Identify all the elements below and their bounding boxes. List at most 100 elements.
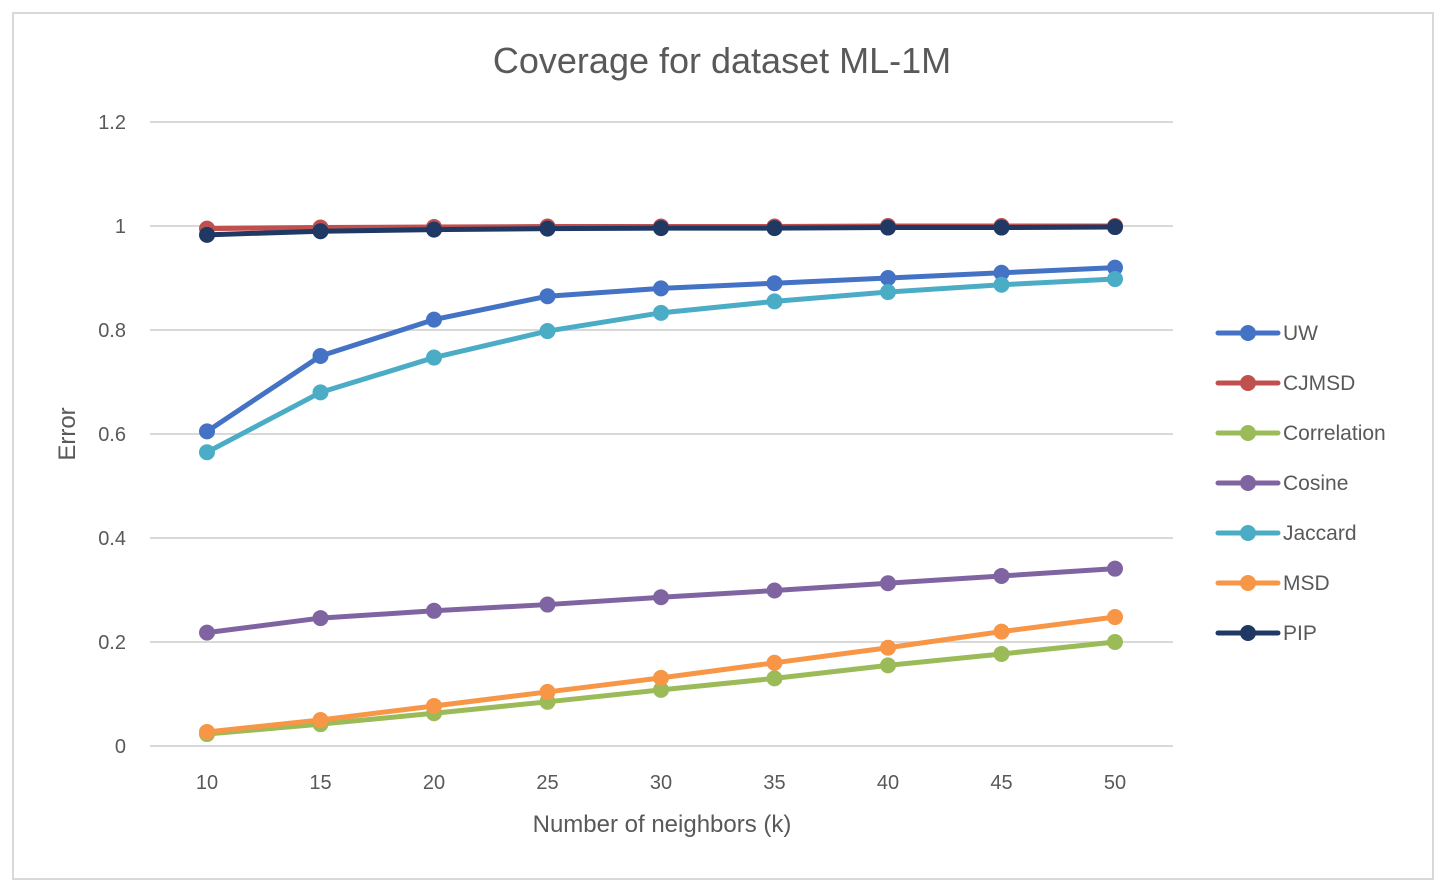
x-tick-label: 50 (1104, 772, 1126, 794)
data-point-uw (653, 280, 669, 297)
x-tick-label: 15 (309, 772, 331, 794)
data-point-cosine (539, 596, 556, 613)
y-tick-label: 0.4 (98, 528, 126, 550)
legend-item-uw: UW (1215, 322, 1318, 345)
data-point-correlation (1107, 634, 1123, 650)
y-axis-title: Error (54, 407, 81, 460)
data-point-msd (880, 639, 896, 656)
data-point-jaccard (766, 293, 783, 310)
data-point-uw (993, 264, 1010, 281)
legend-swatch-marker (1240, 325, 1256, 341)
data-point-correlation (653, 681, 669, 698)
legend-item-pip: PIP (1215, 622, 1317, 645)
data-point-msd (766, 654, 783, 671)
series-correlation (199, 634, 1123, 743)
y-tick-label: 1.2 (98, 112, 126, 134)
data-point-cosine (199, 624, 215, 641)
series-jaccard (199, 271, 1123, 461)
data-point-jaccard (1107, 271, 1123, 288)
legend-label: UW (1283, 322, 1318, 345)
data-point-pip (880, 219, 896, 236)
data-point-uw (880, 270, 896, 286)
data-point-msd (653, 669, 669, 686)
data-point-cosine (426, 602, 442, 619)
legend-label: Correlation (1283, 422, 1386, 445)
data-point-pip (426, 221, 442, 238)
data-point-pip (539, 220, 556, 237)
legend-item-jaccard: Jaccard (1215, 522, 1357, 545)
data-point-jaccard (199, 444, 215, 461)
x-tick-label: 30 (650, 772, 672, 794)
legend: UW CJMSD Correlation Cosine Jaccard MSD PIP (1215, 322, 1386, 645)
y-tick-label: 0 (115, 736, 126, 758)
data-point-uw (766, 275, 783, 292)
data-point-cosine (312, 610, 329, 627)
data-point-jaccard (653, 304, 669, 321)
legend-swatch-marker (1240, 625, 1256, 641)
data-point-pip (312, 223, 329, 240)
data-point-pip (653, 220, 669, 237)
data-point-pip (1107, 219, 1123, 236)
data-point-cosine (766, 582, 783, 599)
data-point-uw (426, 311, 442, 328)
legend-label: MSD (1283, 572, 1330, 595)
data-point-correlation (880, 657, 896, 674)
data-point-uw (1107, 259, 1123, 276)
data-point-jaccard (539, 323, 556, 340)
data-point-cosine (880, 575, 896, 592)
data-point-jaccard (880, 284, 896, 301)
y-tick-label: 0.2 (98, 632, 126, 654)
legend-item-msd: MSD (1215, 572, 1330, 595)
legend-label: PIP (1283, 622, 1317, 645)
data-point-msd (1107, 609, 1123, 626)
legend-swatch-marker (1240, 575, 1256, 591)
x-tick-label: 40 (877, 772, 899, 794)
legend-swatch-marker (1240, 475, 1256, 491)
legend-swatch-marker (1240, 525, 1256, 541)
y-axis-ticks: 0 0.2 0.4 0.6 0.8 1 1.2 (98, 112, 126, 758)
data-point-msd (539, 683, 556, 700)
data-point-msd (426, 697, 442, 714)
series-uw (199, 259, 1123, 440)
legend-swatch-marker (1240, 375, 1256, 391)
data-point-pip (199, 226, 215, 243)
legend-item-correlation: Correlation (1215, 422, 1386, 445)
chart-title: Coverage for dataset ML-1M (493, 40, 951, 81)
x-axis-title: Number of neighbors (k) (533, 811, 792, 838)
data-point-msd (993, 623, 1010, 640)
data-point-uw (539, 288, 556, 305)
series-msd (199, 609, 1123, 740)
data-point-cosine (993, 567, 1010, 584)
legend-item-cjmsd: CJMSD (1215, 372, 1355, 395)
x-tick-label: 25 (536, 772, 558, 794)
y-tick-label: 0.6 (98, 424, 126, 446)
data-point-jaccard (312, 384, 329, 401)
legend-label: Jaccard (1283, 522, 1357, 545)
y-tick-label: 1 (115, 216, 126, 238)
y-tick-label: 0.8 (98, 320, 126, 342)
series-cosine (199, 560, 1123, 641)
data-point-cosine (653, 589, 669, 606)
x-tick-label: 45 (990, 772, 1012, 794)
legend-swatch-marker (1240, 425, 1256, 441)
data-point-cosine (1107, 560, 1123, 577)
data-point-msd (199, 723, 215, 740)
data-point-uw (199, 423, 215, 440)
data-point-correlation (766, 670, 783, 687)
chart-frame (12, 12, 1434, 880)
legend-label: CJMSD (1283, 372, 1355, 395)
series-pip (199, 219, 1123, 243)
data-point-correlation (993, 645, 1010, 662)
x-axis-ticks: 10 15 20 25 30 35 40 45 50 (196, 772, 1126, 794)
series-layer (199, 218, 1123, 743)
legend-label: Cosine (1283, 472, 1348, 495)
legend-item-cosine: Cosine (1215, 472, 1348, 495)
data-point-pip (993, 219, 1010, 236)
data-point-jaccard (993, 276, 1010, 293)
x-tick-label: 35 (763, 772, 785, 794)
x-tick-label: 20 (423, 772, 445, 794)
data-point-uw (312, 348, 329, 364)
data-point-pip (766, 220, 783, 237)
data-point-jaccard (426, 349, 442, 366)
